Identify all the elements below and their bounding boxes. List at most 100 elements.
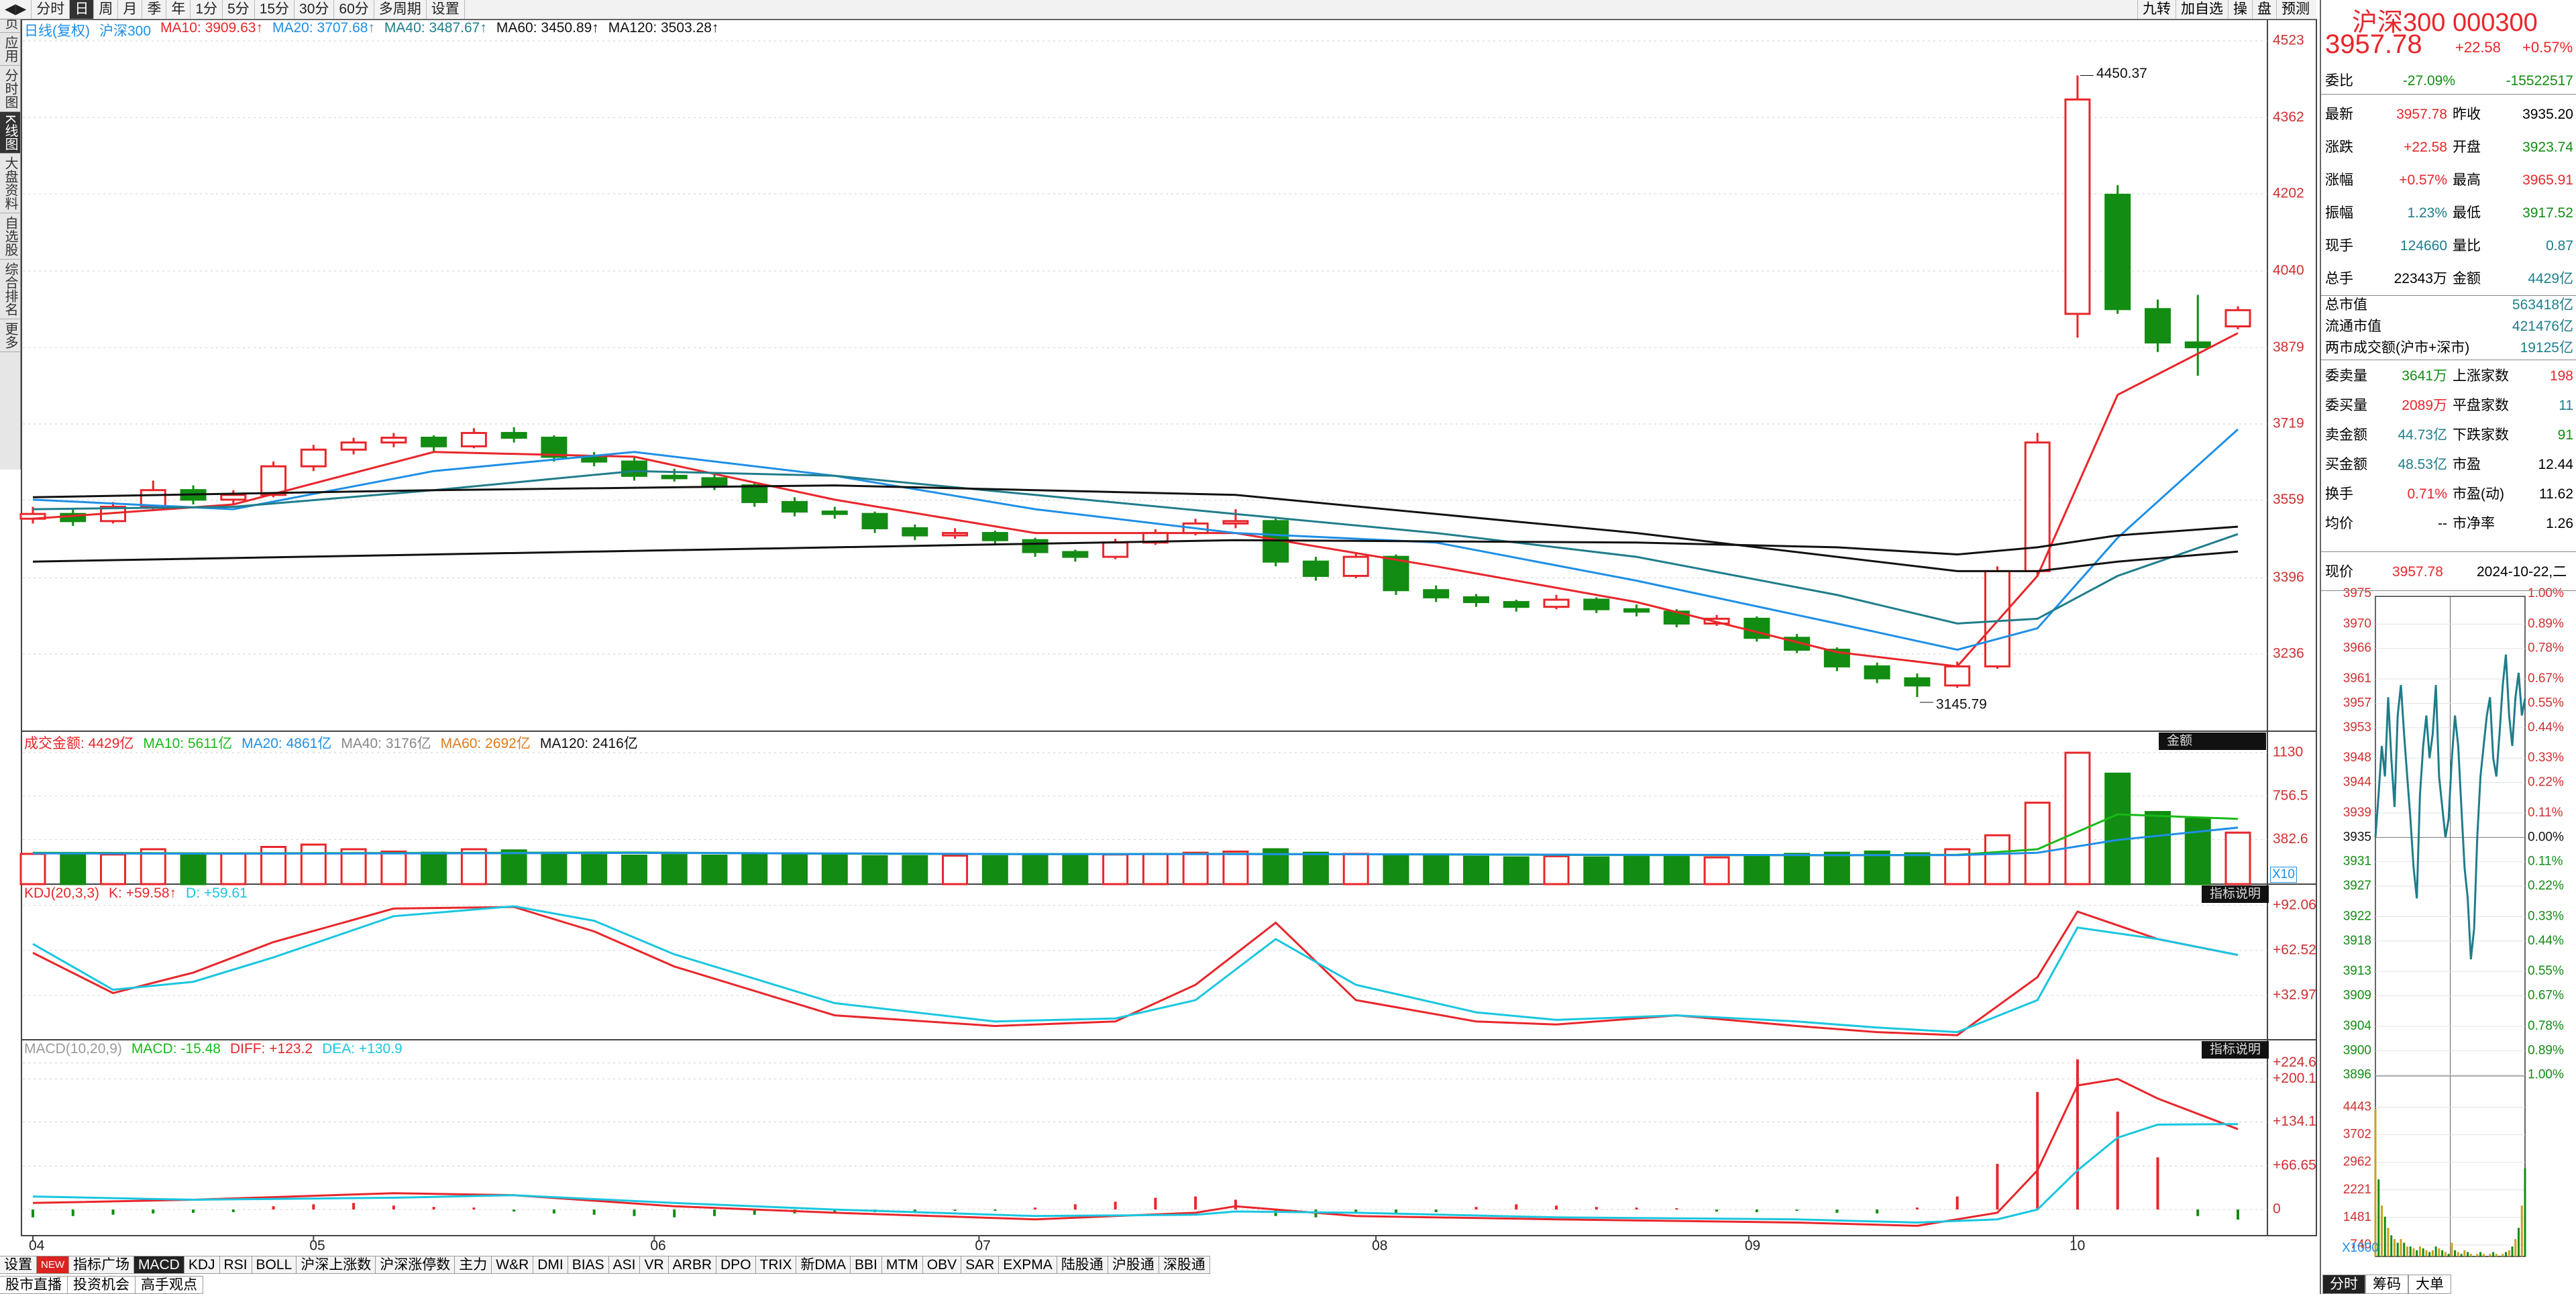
quote-tab[interactable]: 大单 [2408, 1275, 2451, 1294]
tool-button[interactable]: 盘 [2252, 0, 2276, 19]
quote-cell: 3965.91 [2522, 172, 2573, 188]
quote-row: 换手 0.71% 市盈(动) 11.62 [2325, 484, 2573, 504]
top-right-tools: 九转 加自选操盘预测 [2137, 0, 2314, 19]
side-button[interactable]: 应用 [0, 33, 20, 66]
indicator-tab[interactable]: 新DMA [796, 1256, 851, 1274]
indicator-tab[interactable]: VR [640, 1256, 669, 1274]
help-button[interactable]: 指标说明 [2202, 885, 2269, 903]
y-tick-label: 3970 [2343, 616, 2371, 631]
candle-body [1583, 598, 1610, 610]
volume-bar [220, 852, 247, 885]
info-tab[interactable]: 投资机会 [68, 1276, 136, 1294]
legend-entry: MA120: 2416亿 [539, 736, 638, 751]
info-tab[interactable]: 高手观点 [136, 1276, 203, 1294]
side-button[interactable]: 分时图 [0, 66, 20, 112]
volume-legend: 成交金额: 4429亿 MA10: 5611亿 MA20: 4861亿 MA40: … [24, 733, 638, 753]
indicator-tab[interactable]: DMI [533, 1256, 568, 1274]
period-button[interactable]: 60分 [334, 0, 374, 19]
volume-bar [1022, 854, 1049, 885]
period-button[interactable]: 多周期 [374, 0, 427, 19]
info-tab[interactable]: 股市直播 [0, 1276, 68, 1294]
indicator-tab[interactable]: MACD [134, 1256, 184, 1274]
quote-cell: 卖金额 [2325, 427, 2367, 443]
indicator-tab[interactable]: BBI [851, 1256, 882, 1274]
volume-bar [1623, 855, 1650, 885]
period-button[interactable]: 日 [70, 0, 95, 19]
period-button[interactable]: 季 [142, 0, 167, 19]
tool-button[interactable]: 预测 [2276, 0, 2314, 19]
quote-cell: 现价 [2325, 564, 2353, 580]
line-series [32, 826, 2239, 857]
period-button[interactable]: 15分 [255, 0, 295, 19]
low-label: 3145.79 [1936, 697, 1987, 712]
quote-cell: 平盘家数 [2453, 398, 2509, 413]
quote-cell: 委比 [2325, 73, 2353, 89]
y-tick-label: 3904 [2343, 1019, 2372, 1033]
indicator-tab[interactable]: EXPMA [999, 1256, 1057, 1274]
tool-button[interactable]: 操 [2228, 0, 2252, 19]
candle-body [2224, 309, 2251, 328]
indicator-tab[interactable]: TRIX [755, 1256, 797, 1274]
period-button[interactable]: 周 [94, 0, 119, 19]
indicator-tab[interactable]: 指标广场 [69, 1256, 134, 1274]
indicator-tab[interactable]: 沪深上涨数 [297, 1256, 376, 1274]
y-tick-label: 2221 [2343, 1183, 2371, 1197]
pct-tick-label: 0.89% [2528, 616, 2564, 631]
indicator-tab[interactable]: ARBR [668, 1256, 717, 1274]
indicator-tab[interactable]: BOLL [252, 1256, 297, 1274]
volume-bar [19, 853, 46, 885]
volume-bar [1062, 855, 1089, 885]
indicator-tab[interactable]: MTM [881, 1256, 923, 1274]
volume-bar [1784, 853, 1811, 885]
tool-button[interactable]: 九转 [2137, 0, 2176, 19]
period-button[interactable]: 月 [118, 0, 143, 19]
quote-row: 最新 3957.78 昨收 3935.20 [2325, 105, 2573, 125]
indicator-tab[interactable]: DPO [716, 1256, 756, 1274]
y-tick-label: +200.1 [2273, 1071, 2316, 1086]
side-button[interactable]: 大盘资料 [0, 154, 20, 214]
price-legend: 日线(复权) 沪深300 MA10: 3909.63↑ MA20: 3707.68… [24, 20, 718, 40]
indicator-tab[interactable]: 深股通 [1159, 1256, 1210, 1274]
indicator-tab[interactable]: 设置 [0, 1256, 37, 1274]
period-button[interactable]: 30分 [294, 0, 335, 19]
candle-body [1904, 677, 1931, 687]
quote-tab[interactable]: 筹码 [2365, 1275, 2408, 1294]
period-button[interactable]: 年 [166, 0, 191, 19]
indicator-tab[interactable]: 沪深涨停数 [376, 1256, 455, 1274]
period-button[interactable]: 5分 [223, 0, 255, 19]
indicator-tab[interactable]: OBV [922, 1256, 962, 1274]
side-button[interactable]: 自选股 [0, 213, 20, 260]
indicator-tab[interactable]: BIAS [568, 1256, 609, 1274]
amount-button[interactable]: 金额 [2159, 733, 2266, 750]
side-button[interactable]: 综合排名 [0, 260, 20, 320]
indicator-tab[interactable]: NEW [37, 1256, 69, 1274]
indicator-tab[interactable]: ASI [608, 1256, 641, 1274]
nav-arrows[interactable]: ◀▶ [0, 0, 32, 19]
legend-entry: MA60: 2692亿 [440, 736, 531, 751]
side-button[interactable]: 更多 [0, 319, 20, 353]
volume-bar [380, 850, 407, 885]
candle-body [1944, 665, 1971, 687]
quote-cell: 3923.74 [2522, 140, 2573, 155]
indicator-tab[interactable]: SAR [961, 1256, 1000, 1274]
period-button[interactable]: 设置 [427, 0, 465, 19]
indicator-tab[interactable]: RSI [219, 1256, 252, 1274]
period-button[interactable]: 1分 [191, 0, 223, 19]
indicator-tab[interactable]: KDJ [184, 1256, 220, 1274]
line-series [32, 525, 2239, 563]
indicator-tab[interactable]: 主力 [455, 1256, 492, 1274]
pct-tick-label: 0.44% [2528, 934, 2564, 948]
pct-tick-label: 0.11% [2528, 806, 2563, 820]
quote-tab[interactable]: 分时 [2322, 1275, 2365, 1294]
tool-button[interactable]: 加自选 [2176, 0, 2228, 19]
pct-tick-label: 0.67% [2528, 989, 2564, 1003]
indicator-tab[interactable]: 沪股通 [1108, 1256, 1159, 1274]
indicator-tab[interactable]: 陆股通 [1057, 1256, 1108, 1274]
quote-divider [2321, 94, 2576, 95]
help-button[interactable]: 指标说明 [2202, 1041, 2269, 1059]
indicator-tab[interactable]: W&R [492, 1256, 534, 1274]
period-button[interactable]: 分时 [32, 0, 70, 19]
side-button[interactable]: K线图 [0, 112, 20, 154]
candle-body [500, 431, 527, 439]
quote-cell: 量比 [2453, 238, 2481, 254]
